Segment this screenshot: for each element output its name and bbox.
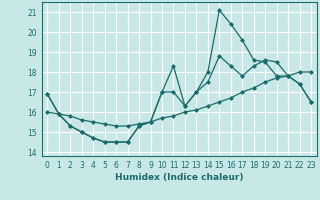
X-axis label: Humidex (Indice chaleur): Humidex (Indice chaleur)	[115, 173, 244, 182]
